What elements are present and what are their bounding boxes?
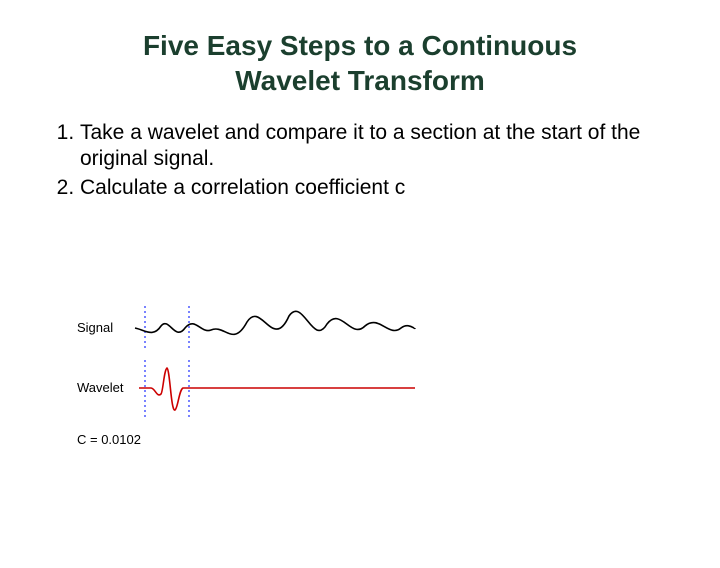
signal-label: Signal <box>77 320 113 335</box>
steps-list: Take a wavelet and compare it to a secti… <box>50 120 680 201</box>
slide: Five Easy Steps to a Continuous Wavelet … <box>0 28 720 568</box>
title-line-1: Five Easy Steps to a Continuous <box>143 30 577 61</box>
wavelet-figure: Signal Wavelet C = 0.0102 <box>75 298 435 468</box>
step-item: Calculate a correlation coefficient c <box>80 175 680 201</box>
wavelet-label: Wavelet <box>77 380 124 395</box>
step-item: Take a wavelet and compare it to a secti… <box>80 120 680 173</box>
slide-title: Five Easy Steps to a Continuous Wavelet … <box>0 28 720 98</box>
coefficient-label: C = 0.0102 <box>77 432 141 447</box>
wavelet-waveform <box>139 368 415 410</box>
title-line-2: Wavelet Transform <box>235 65 484 96</box>
signal-waveform <box>135 311 415 334</box>
